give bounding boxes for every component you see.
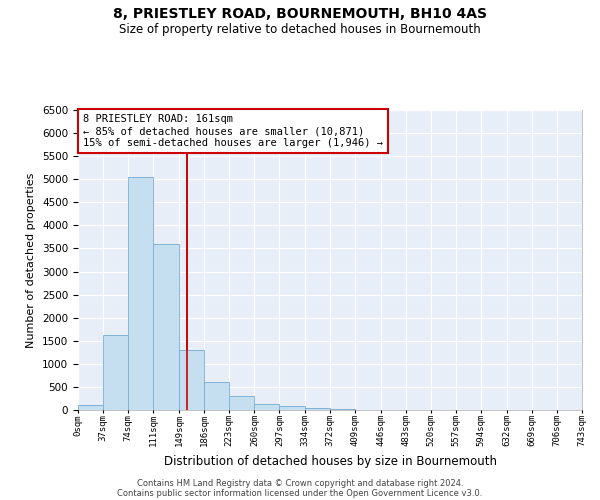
Bar: [128, 177, 153, 410]
Text: Contains HM Land Registry data © Crown copyright and database right 2024.: Contains HM Land Registry data © Crown c…: [137, 478, 463, 488]
Bar: [331, 408, 355, 410]
Bar: [280, 406, 305, 410]
Bar: [254, 404, 280, 410]
Bar: [179, 350, 204, 410]
Bar: [280, 406, 305, 410]
Bar: [254, 404, 280, 410]
Bar: [153, 244, 179, 410]
Bar: [204, 382, 229, 410]
Bar: [128, 177, 153, 410]
Bar: [305, 408, 331, 410]
Bar: [78, 406, 103, 410]
Text: 8 PRIESTLEY ROAD: 161sqm
← 85% of detached houses are smaller (10,871)
15% of se: 8 PRIESTLEY ROAD: 161sqm ← 85% of detach…: [83, 114, 383, 148]
Bar: [153, 244, 179, 410]
Bar: [305, 408, 331, 410]
Text: Contains public sector information licensed under the Open Government Licence v3: Contains public sector information licen…: [118, 488, 482, 498]
Bar: [229, 396, 254, 410]
Bar: [179, 350, 204, 410]
Bar: [103, 335, 128, 410]
Bar: [78, 406, 103, 410]
Bar: [331, 408, 355, 410]
Bar: [103, 335, 128, 410]
Bar: [204, 382, 229, 410]
X-axis label: Distribution of detached houses by size in Bournemouth: Distribution of detached houses by size …: [163, 455, 497, 468]
Text: 8, PRIESTLEY ROAD, BOURNEMOUTH, BH10 4AS: 8, PRIESTLEY ROAD, BOURNEMOUTH, BH10 4AS: [113, 8, 487, 22]
Bar: [229, 396, 254, 410]
Text: Size of property relative to detached houses in Bournemouth: Size of property relative to detached ho…: [119, 22, 481, 36]
Y-axis label: Number of detached properties: Number of detached properties: [26, 172, 37, 348]
